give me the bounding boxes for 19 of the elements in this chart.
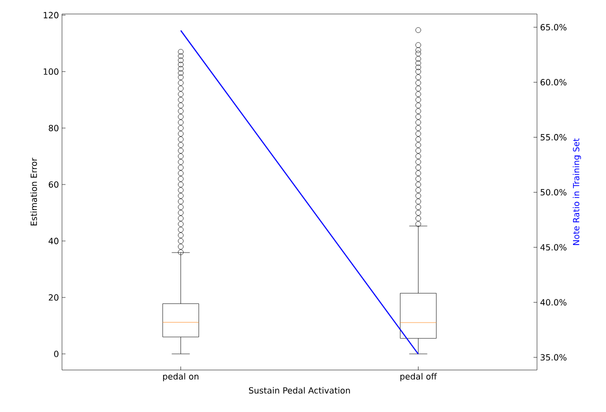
x-axis-title: Sustain Pedal Activation xyxy=(249,387,350,394)
y-tick-label: 80 xyxy=(48,124,58,132)
y-tick-label: 60 xyxy=(48,181,58,188)
y-tick-label: 40 xyxy=(48,238,58,244)
y2-tick-label: 35.0% xyxy=(540,354,566,361)
y2-tick-label: 60.0% xyxy=(540,79,566,86)
y-tick-label: 100 xyxy=(44,68,58,75)
y-tick-label: 20 xyxy=(48,294,58,301)
x-tick-label: pedal on xyxy=(163,373,198,382)
y2-tick-label: 45.0% xyxy=(540,244,566,251)
y2-tick-label: 55.0% xyxy=(540,134,566,140)
y2-tick-label: 40.0% xyxy=(540,299,566,306)
x-tick-label: pedal off xyxy=(400,373,438,382)
y-tick-label: 0 xyxy=(54,350,58,358)
y2-tick-label: 50.0% xyxy=(540,189,566,196)
y2-tick-label: 65.0% xyxy=(540,24,566,30)
y2-axis-title: Note Ratio in Training Set xyxy=(572,138,581,245)
y-tick-label: 120 xyxy=(44,12,58,18)
y-axis-title: Estimation Error xyxy=(30,158,37,226)
